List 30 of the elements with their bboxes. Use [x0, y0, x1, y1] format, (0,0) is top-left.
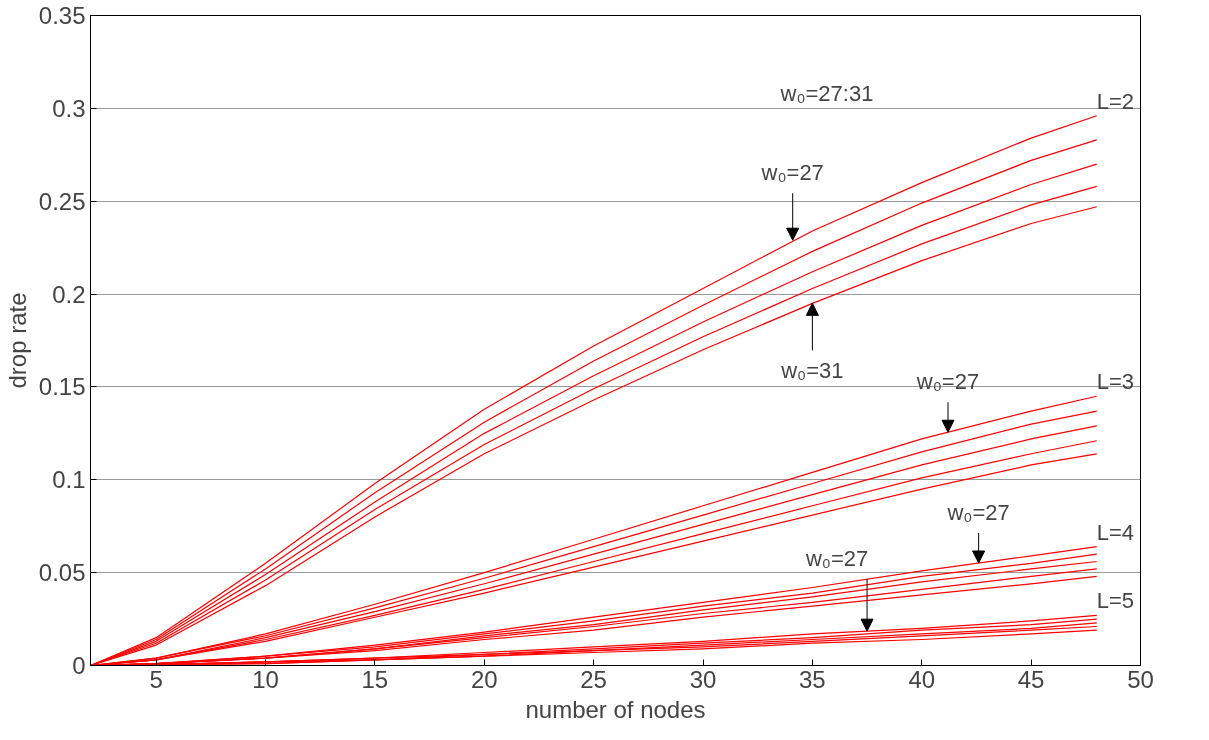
x-axis-title: number of nodes	[525, 695, 706, 723]
annotation: w₀=31	[780, 358, 844, 384]
annotation: w₀=27	[804, 546, 869, 572]
y-tick-label: 0.25	[38, 187, 86, 215]
x-tick-label: 40	[908, 665, 936, 693]
y-tick-label: 0.2	[52, 280, 86, 308]
x-tick-label: 5	[149, 665, 163, 693]
annotation: w₀=27	[915, 369, 980, 395]
y-tick-label: 0.1	[52, 466, 86, 494]
annotation: w₀=27:31	[779, 80, 874, 106]
y-tick-label: 0.15	[38, 373, 86, 401]
x-tick-label: 20	[470, 665, 498, 693]
x-tick-label: 25	[580, 665, 607, 693]
annotation: w₀=27	[760, 160, 824, 186]
y-tick-label: 0.3	[52, 94, 86, 122]
annotation: w₀=27	[946, 499, 1010, 525]
x-tick-label: 30	[689, 665, 717, 693]
y-tick-label: 0	[72, 652, 86, 679]
x-tick-label: 50	[1127, 665, 1154, 693]
annotation: L=3	[1096, 369, 1135, 395]
y-axis-title: drop rate	[3, 292, 31, 389]
y-tick-label: 0.05	[38, 559, 86, 587]
annotation: L=5	[1096, 588, 1135, 614]
x-tick-label: 10	[252, 665, 279, 693]
annotation: L=2	[1096, 88, 1135, 114]
x-tick-label: 35	[799, 665, 826, 693]
annotation: L=4	[1096, 519, 1135, 545]
y-tick-label: 0.35	[38, 2, 86, 29]
x-tick-label: 45	[1017, 665, 1045, 693]
x-tick-label: 15	[361, 665, 389, 693]
